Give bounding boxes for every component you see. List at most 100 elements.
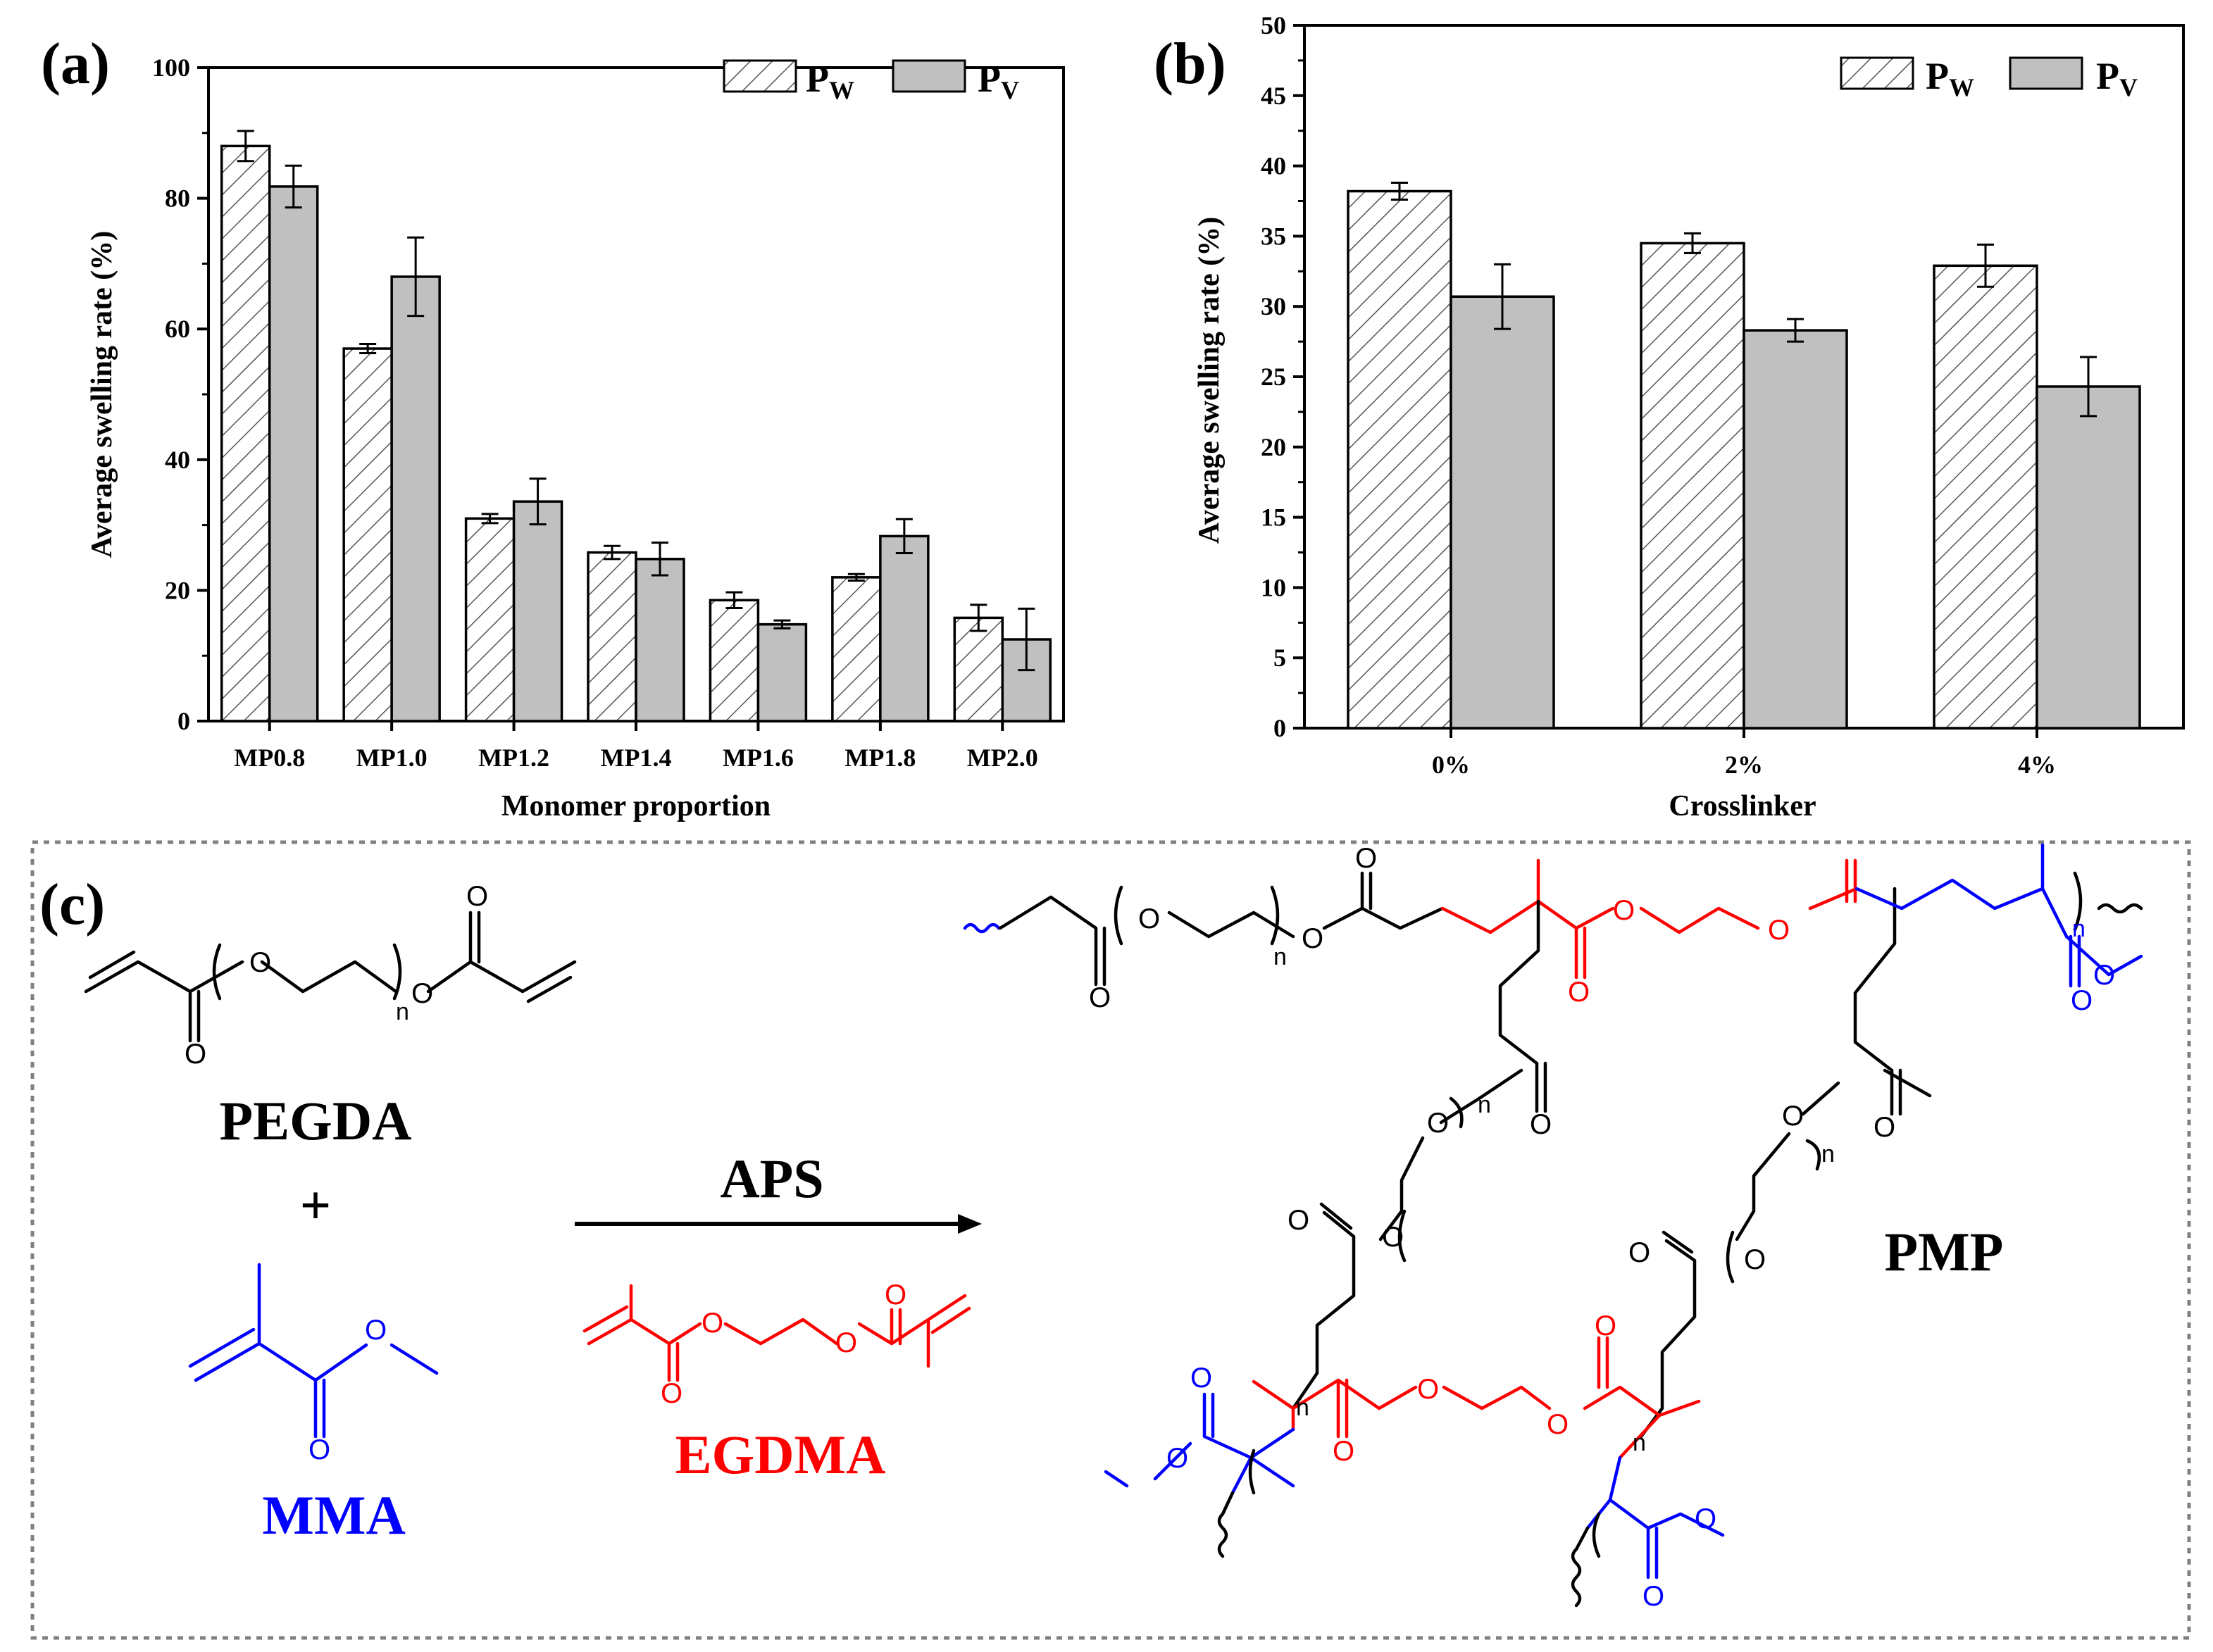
pmp-o25: O <box>1642 1581 1664 1612</box>
bar-pw-MP08 <box>220 144 271 722</box>
pmp-o3: O <box>1302 923 1323 954</box>
y-tick-label: 50 <box>1261 11 1286 39</box>
pmp-o4: O <box>1355 843 1377 874</box>
y-tick-label: 100 <box>152 54 190 82</box>
y-tick-label: 30 <box>1261 292 1286 320</box>
panel-a-label: (a) <box>41 31 110 96</box>
pegda-o4: O <box>466 881 488 912</box>
pegda-n: n <box>396 999 409 1025</box>
chart-a-xlabel: Monomer proportion <box>501 790 771 822</box>
pmp-label: PMP <box>1885 1221 2004 1282</box>
pmp-o7: O <box>1768 915 1790 946</box>
pmp-o18: O <box>1417 1374 1439 1405</box>
egdma-structure: O O O O <box>582 1279 971 1409</box>
pmp-o21: O <box>1595 1310 1616 1341</box>
pmp-n4: n <box>1821 1141 1835 1168</box>
egdma-o3: O <box>835 1327 857 1358</box>
y-tick-label: 60 <box>165 315 190 343</box>
x-tick-label: MP2.0 <box>967 744 1038 772</box>
chart-a-legend: PW PV <box>723 58 1019 104</box>
x-tick-label: MP1.4 <box>601 744 672 772</box>
x-tick-label: MP1.0 <box>356 744 428 772</box>
y-tick-label: 80 <box>165 184 190 213</box>
pmp-o16: O <box>1744 1244 1766 1275</box>
y-tick-label: 35 <box>1261 222 1286 250</box>
bar-pw-4 <box>1933 264 2038 730</box>
pmp-o6: O <box>1568 977 1590 1008</box>
bar-pv-MP14 <box>635 558 685 722</box>
panel-c-label: (c) <box>39 872 105 937</box>
pmp-o23: O <box>1166 1443 1188 1474</box>
bar-pv-MP08 <box>268 185 319 722</box>
pmp-o22: O <box>1190 1363 1212 1394</box>
pmp-n1: n <box>1273 944 1287 970</box>
panel-b-label: (b) <box>1154 31 1226 96</box>
pmp-o2: O <box>1089 982 1111 1013</box>
mma-o1: O <box>365 1315 387 1346</box>
pmp-o19: O <box>1333 1436 1354 1467</box>
mma-o2: O <box>308 1434 330 1465</box>
bar-pw-MP16 <box>709 599 760 722</box>
pegda-o1: O <box>249 947 271 978</box>
mma-label: MMA <box>262 1484 406 1546</box>
legend-a-pv-label: PV <box>978 58 1019 104</box>
pmp-o11: O <box>1427 1108 1449 1139</box>
bar-pw-MP10 <box>342 347 393 722</box>
x-tick-label: 0% <box>1432 751 1470 779</box>
y-tick-label: 10 <box>1261 573 1286 601</box>
pmp-structure: O O O O O O O O O n n O O n O O O O n <box>963 843 2143 1612</box>
legend-b-pw-swatch <box>1840 56 1914 90</box>
x-tick-label: MP1.8 <box>844 744 916 772</box>
pmp-o1: O <box>1138 903 1160 934</box>
y-tick-label: 15 <box>1261 503 1286 532</box>
pegda-structure: O O O O n <box>84 881 577 1070</box>
chart-b-xlabel: Crosslinker <box>1669 790 1816 822</box>
pmp-o14: O <box>1874 1112 1895 1143</box>
y-tick-label: 5 <box>1273 644 1286 672</box>
pmp-o15: O <box>1782 1101 1804 1132</box>
x-tick-label: 2% <box>1725 751 1763 779</box>
legend-b-pw-label: PW <box>1926 55 1974 101</box>
legend-a-pv-swatch <box>892 59 966 93</box>
legend-a-pw-label: PW <box>806 58 854 104</box>
chart-b: (b) 0 5 10 15 20 25 30 35 40 45 50 0% 2% 4% Average s… <box>1154 11 2185 822</box>
bar-pv-0 <box>1450 295 1555 730</box>
y-tick-label: 40 <box>165 446 190 474</box>
pmp-n5: n <box>1296 1394 1309 1421</box>
bar-pv-4 <box>2036 385 2141 730</box>
pmp-o10: O <box>1530 1109 1552 1140</box>
bar-pv-MP16 <box>756 622 808 722</box>
pegda-label: PEGDA <box>220 1090 412 1151</box>
bar-pw-MP14 <box>587 551 637 722</box>
pmp-o9: O <box>2093 960 2115 991</box>
bar-pw-MP20 <box>953 616 1004 722</box>
mma-structure: O O <box>188 1263 439 1465</box>
bar-pw-MP18 <box>831 576 882 722</box>
pmp-o17: O <box>1628 1237 1650 1268</box>
y-tick-label: 20 <box>1261 433 1286 461</box>
plus-sign: + <box>300 1175 331 1236</box>
y-tick-label: 45 <box>1261 82 1286 110</box>
bar-pv-MP12 <box>512 500 563 722</box>
legend-b-pv-label: PV <box>2096 55 2138 101</box>
y-tick-label: 40 <box>1261 152 1286 180</box>
reaction-scheme: (c) O O O O n PEGDA + O O MMA APS <box>30 840 2191 1640</box>
bar-pw-2 <box>1640 242 1745 730</box>
egdma-o1: O <box>702 1308 723 1339</box>
pmp-o24: O <box>1695 1503 1716 1534</box>
pegda-o3: O <box>411 978 433 1009</box>
bar-pv-MP10 <box>390 275 441 722</box>
x-tick-label: MP0.8 <box>234 744 305 772</box>
egdma-o4: O <box>885 1279 906 1310</box>
pegda-o2: O <box>185 1039 206 1070</box>
y-tick-label: 25 <box>1261 363 1286 391</box>
pmp-n3: n <box>1478 1091 1491 1118</box>
y-tick-label: 0 <box>177 707 190 735</box>
pmp-o5: O <box>1613 895 1635 926</box>
chart-b-legend: PW PV <box>1840 55 2138 101</box>
bar-pv-2 <box>1743 329 1848 730</box>
x-tick-label: MP1.6 <box>723 744 794 772</box>
bar-pv-MP18 <box>879 534 930 722</box>
pmp-o8: O <box>2071 985 2093 1016</box>
